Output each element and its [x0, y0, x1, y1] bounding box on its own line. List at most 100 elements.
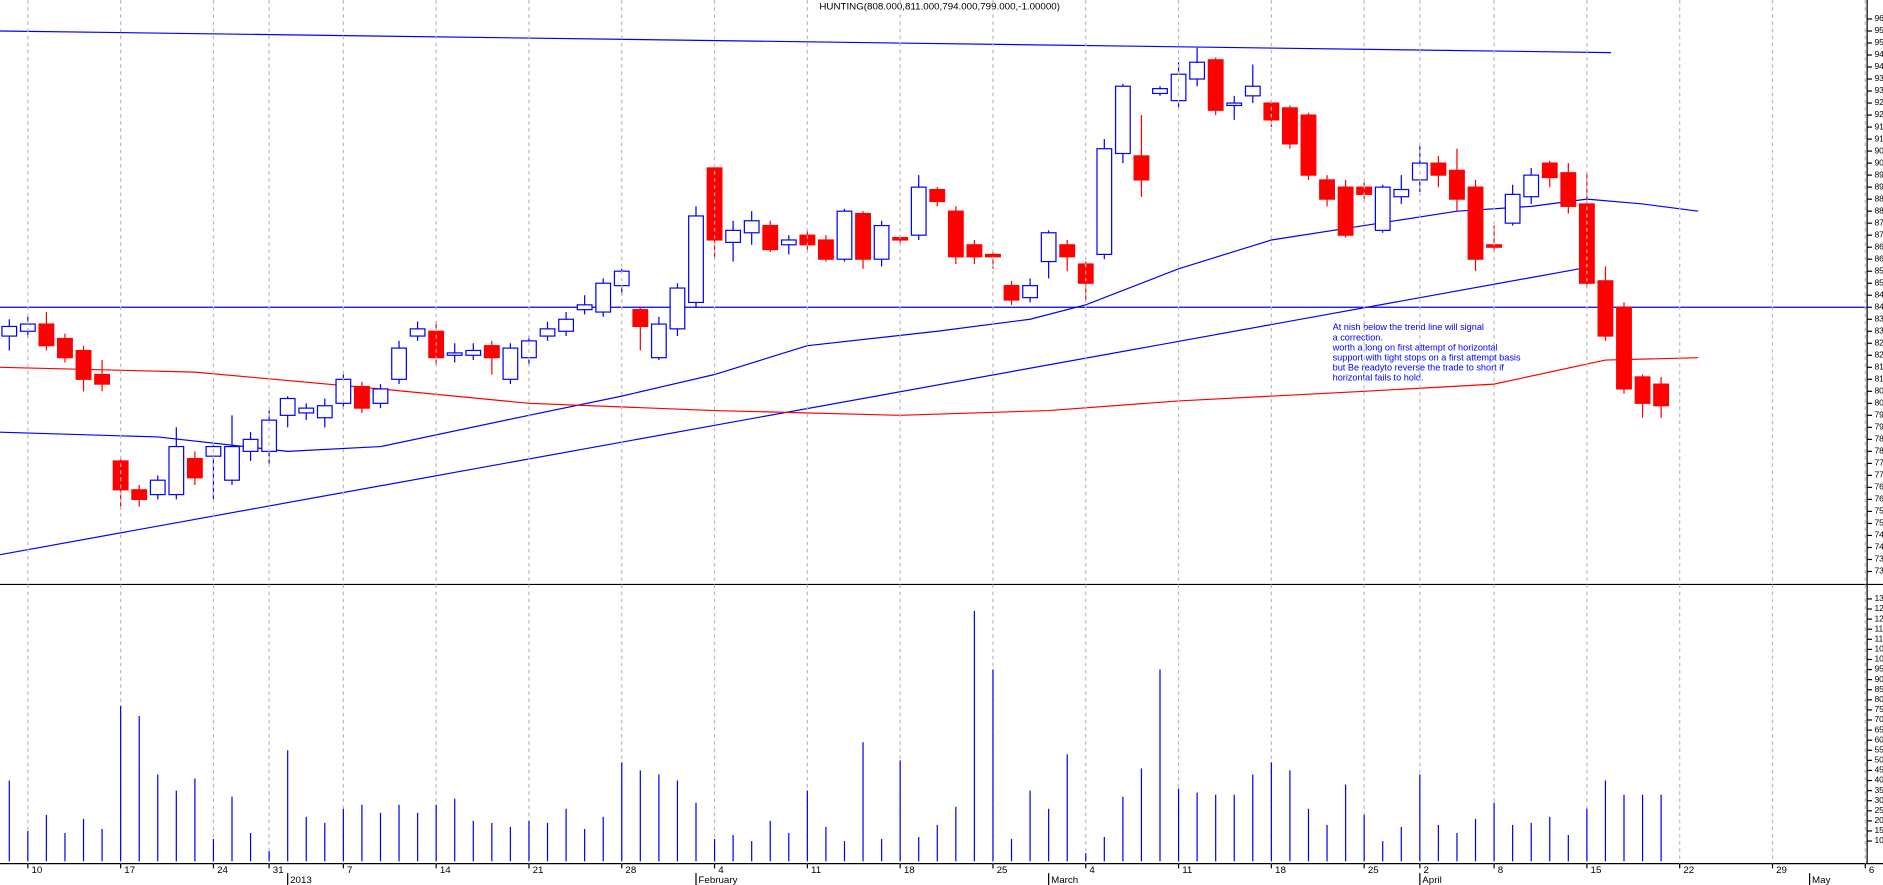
candle-body: [1319, 179, 1335, 200]
overlay-line: [0, 198, 1699, 452]
y-tick-label: 805: [1874, 386, 1883, 396]
y-tick-label: 815: [1874, 362, 1883, 372]
y-tick-label: 940: [1874, 61, 1883, 71]
annotation: support with tight stops on a first atte…: [1333, 353, 1521, 363]
x-tick-label: 2: [1424, 865, 1429, 876]
candle-body: [94, 373, 111, 385]
candle-body: [1300, 114, 1317, 176]
x-tick-label: 11: [1182, 865, 1192, 876]
candle-body: [762, 224, 779, 251]
candle-body: [706, 167, 723, 241]
candle-body: [131, 489, 148, 501]
y-tick-label: 5500: [1874, 745, 1883, 755]
candle-body: [1653, 383, 1670, 407]
candle-body: [985, 253, 1001, 258]
y-tick-label: 12500: [1874, 603, 1883, 613]
candle-body: [836, 210, 853, 260]
candle-body: [817, 239, 834, 260]
y-tick-label: 770: [1874, 470, 1883, 480]
candle-body: [57, 337, 73, 359]
month-label: May: [1812, 875, 1831, 885]
y-tick-label: 11500: [1874, 624, 1883, 634]
x-tick-label: 7: [347, 865, 352, 876]
x-tick-label: 22: [1683, 865, 1694, 876]
candle-body: [1560, 172, 1577, 207]
x-tick-label: 24: [217, 865, 229, 876]
candle-body: [38, 323, 55, 347]
y-tick-label: 2000: [1874, 815, 1883, 825]
y-tick-label: 1000: [1874, 835, 1883, 845]
y-tick-label: 915: [1874, 121, 1883, 131]
candle-body: [1467, 186, 1484, 260]
y-tick-label: 2500: [1874, 805, 1883, 815]
x-tick-label: 4: [718, 865, 724, 876]
candle-body: [780, 239, 797, 246]
candle-body: [1523, 174, 1540, 198]
x-tick-label: 14: [440, 865, 452, 876]
y-tick-label: 750: [1874, 518, 1883, 528]
candle-body: [910, 186, 927, 236]
y-tick-label: 880: [1874, 205, 1883, 215]
annotation: worth a long on first attempt of horizon…: [1332, 343, 1498, 353]
y-tick-label: 4500: [1874, 765, 1883, 775]
y-tick-label: 3000: [1874, 795, 1883, 805]
candle-body: [725, 229, 742, 243]
y-tick-label: 835: [1874, 314, 1883, 324]
y-tick-label: 790: [1874, 422, 1883, 432]
y-tick-label: 885: [1874, 193, 1883, 203]
y-tick-label: 1500: [1874, 825, 1883, 835]
candle-body: [1504, 193, 1521, 224]
candle-body: [1003, 285, 1020, 301]
y-tick-label: 830: [1874, 326, 1883, 336]
month-label: 2013: [290, 875, 312, 885]
candle-body: [1337, 186, 1354, 236]
y-tick-label: 765: [1874, 482, 1883, 492]
x-tick-label: 17: [124, 865, 135, 876]
y-tick-label: 4000: [1874, 775, 1883, 785]
y-tick-label: 795: [1874, 410, 1883, 420]
candle-body: [1634, 376, 1651, 404]
candle-body: [1393, 188, 1410, 198]
candle-body: [1096, 148, 1113, 255]
y-tick-label: 920: [1874, 109, 1883, 119]
candle-body: [1040, 232, 1057, 263]
candle-body: [558, 318, 575, 332]
candle-body: [966, 244, 983, 258]
y-tick-label: 820: [1874, 350, 1883, 360]
y-tick-label: 9000: [1874, 674, 1883, 684]
candle-body: [595, 282, 612, 313]
x-tick-label: 25: [1368, 865, 1379, 876]
y-tick-label: 860: [1874, 253, 1883, 263]
candle-body: [1133, 155, 1150, 181]
y-tick-label: 925: [1874, 97, 1883, 107]
y-tick-label: 760: [1874, 494, 1883, 504]
candle-body: [1059, 244, 1076, 258]
y-tick-label: 6500: [1874, 724, 1883, 734]
candle-body: [1022, 285, 1039, 299]
y-tick-label: 845: [1874, 290, 1883, 300]
candle-body: [353, 385, 370, 409]
y-tick-label: 900: [1874, 157, 1883, 167]
x-tick-label: 4: [1089, 865, 1095, 876]
x-tick-label: 29: [1776, 865, 1787, 876]
y-tick-label: 825: [1874, 338, 1883, 348]
y-tick-label: 865: [1874, 241, 1883, 251]
y-tick-label: 740: [1874, 542, 1883, 552]
y-tick-label: 13000: [1874, 593, 1883, 603]
y-tick-label: 735: [1874, 554, 1883, 564]
candle-body: [316, 405, 333, 419]
candle-body: [242, 438, 259, 452]
candle-body: [483, 345, 500, 359]
candle-body: [1597, 280, 1614, 337]
candle-body: [149, 479, 166, 496]
candle-body: [75, 349, 92, 380]
y-tick-label: 930: [1874, 85, 1883, 95]
annotation: a correction.: [1333, 332, 1383, 342]
candle-body: [669, 287, 686, 330]
annotation: horizontal fails to hold.: [1333, 373, 1424, 383]
candle-body: [1189, 61, 1206, 80]
y-tick-label: 955: [1874, 25, 1883, 35]
